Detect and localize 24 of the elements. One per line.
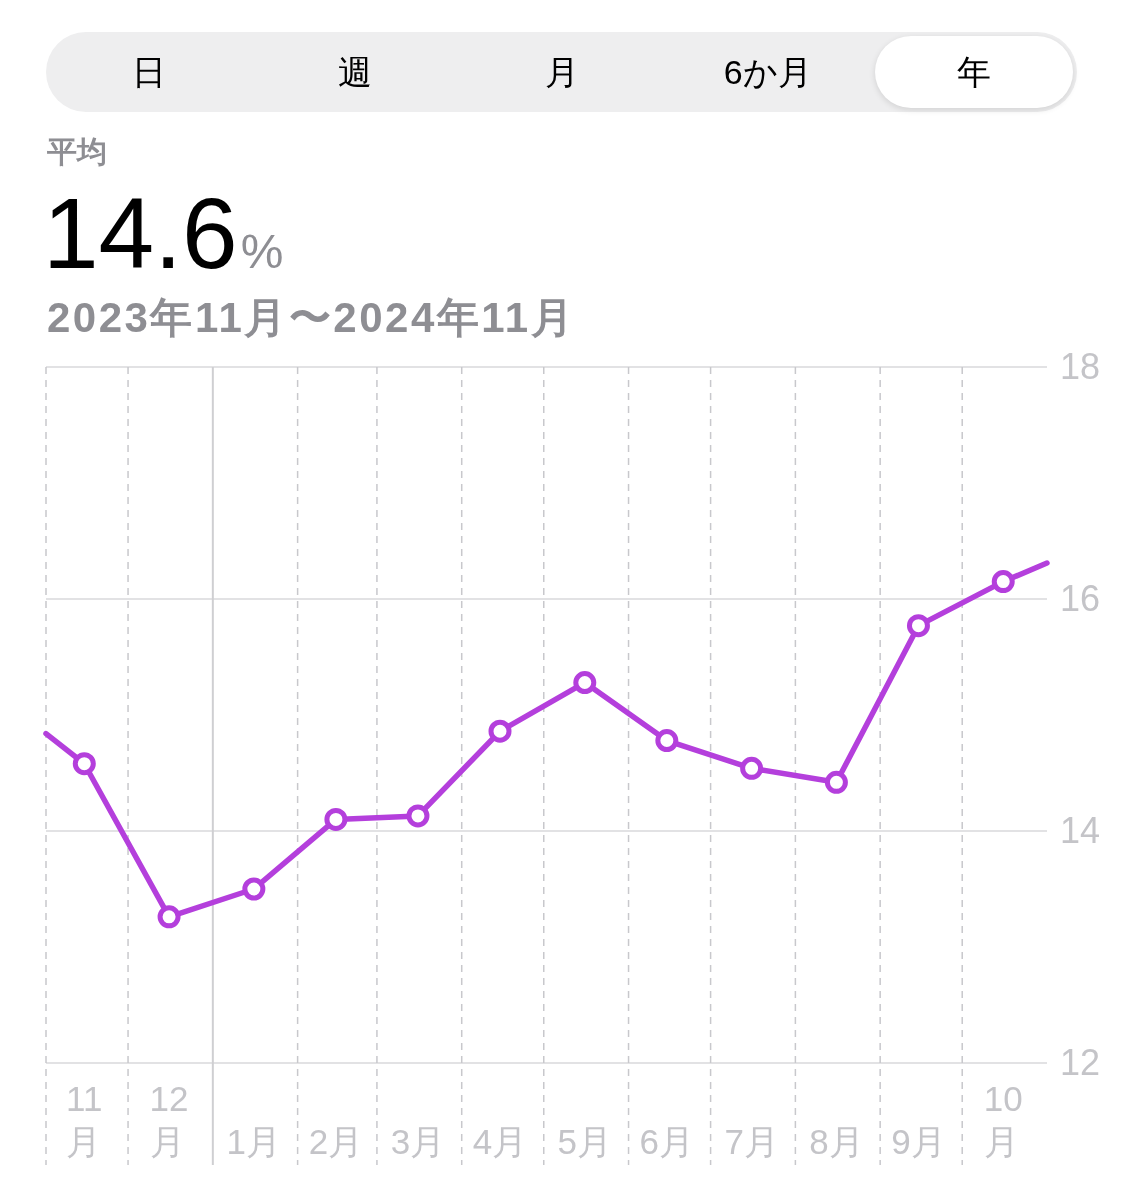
- annotation: 平均: [47, 137, 107, 167]
- subtitle: 2023年11月〜2024年11月: [47, 297, 576, 339]
- control-label: 日: [132, 55, 167, 89]
- x-tick-label: 7月: [724, 1121, 779, 1163]
- control-label: 月: [544, 55, 579, 89]
- y-tick-label: 16: [1060, 581, 1101, 617]
- x-tick-label: 9月: [891, 1121, 946, 1163]
- y-tick-label: 14: [1060, 813, 1101, 849]
- y-tick-label: 12: [1060, 1045, 1101, 1081]
- x-tick-label: 5月: [557, 1121, 612, 1163]
- x-tick-label: 2月: [308, 1121, 364, 1163]
- x-tick-label: 10月: [983, 1078, 1023, 1163]
- y-tick-label: 18: [1060, 349, 1101, 385]
- control-label: 6か月: [723, 55, 812, 89]
- x-tick-label: 12月: [149, 1078, 189, 1163]
- x-tick-label: 1月: [226, 1121, 282, 1163]
- title: 14.6%: [43, 183, 284, 291]
- control-label: 週: [338, 55, 373, 89]
- x-tick-label: 4月: [472, 1121, 528, 1163]
- x-tick-label: 3月: [390, 1121, 446, 1163]
- x-tick-label: 8月: [809, 1121, 864, 1163]
- x-tick-label: 6月: [639, 1121, 695, 1163]
- control-label: 年: [956, 55, 991, 89]
- x-tick-label: 11月: [66, 1078, 103, 1163]
